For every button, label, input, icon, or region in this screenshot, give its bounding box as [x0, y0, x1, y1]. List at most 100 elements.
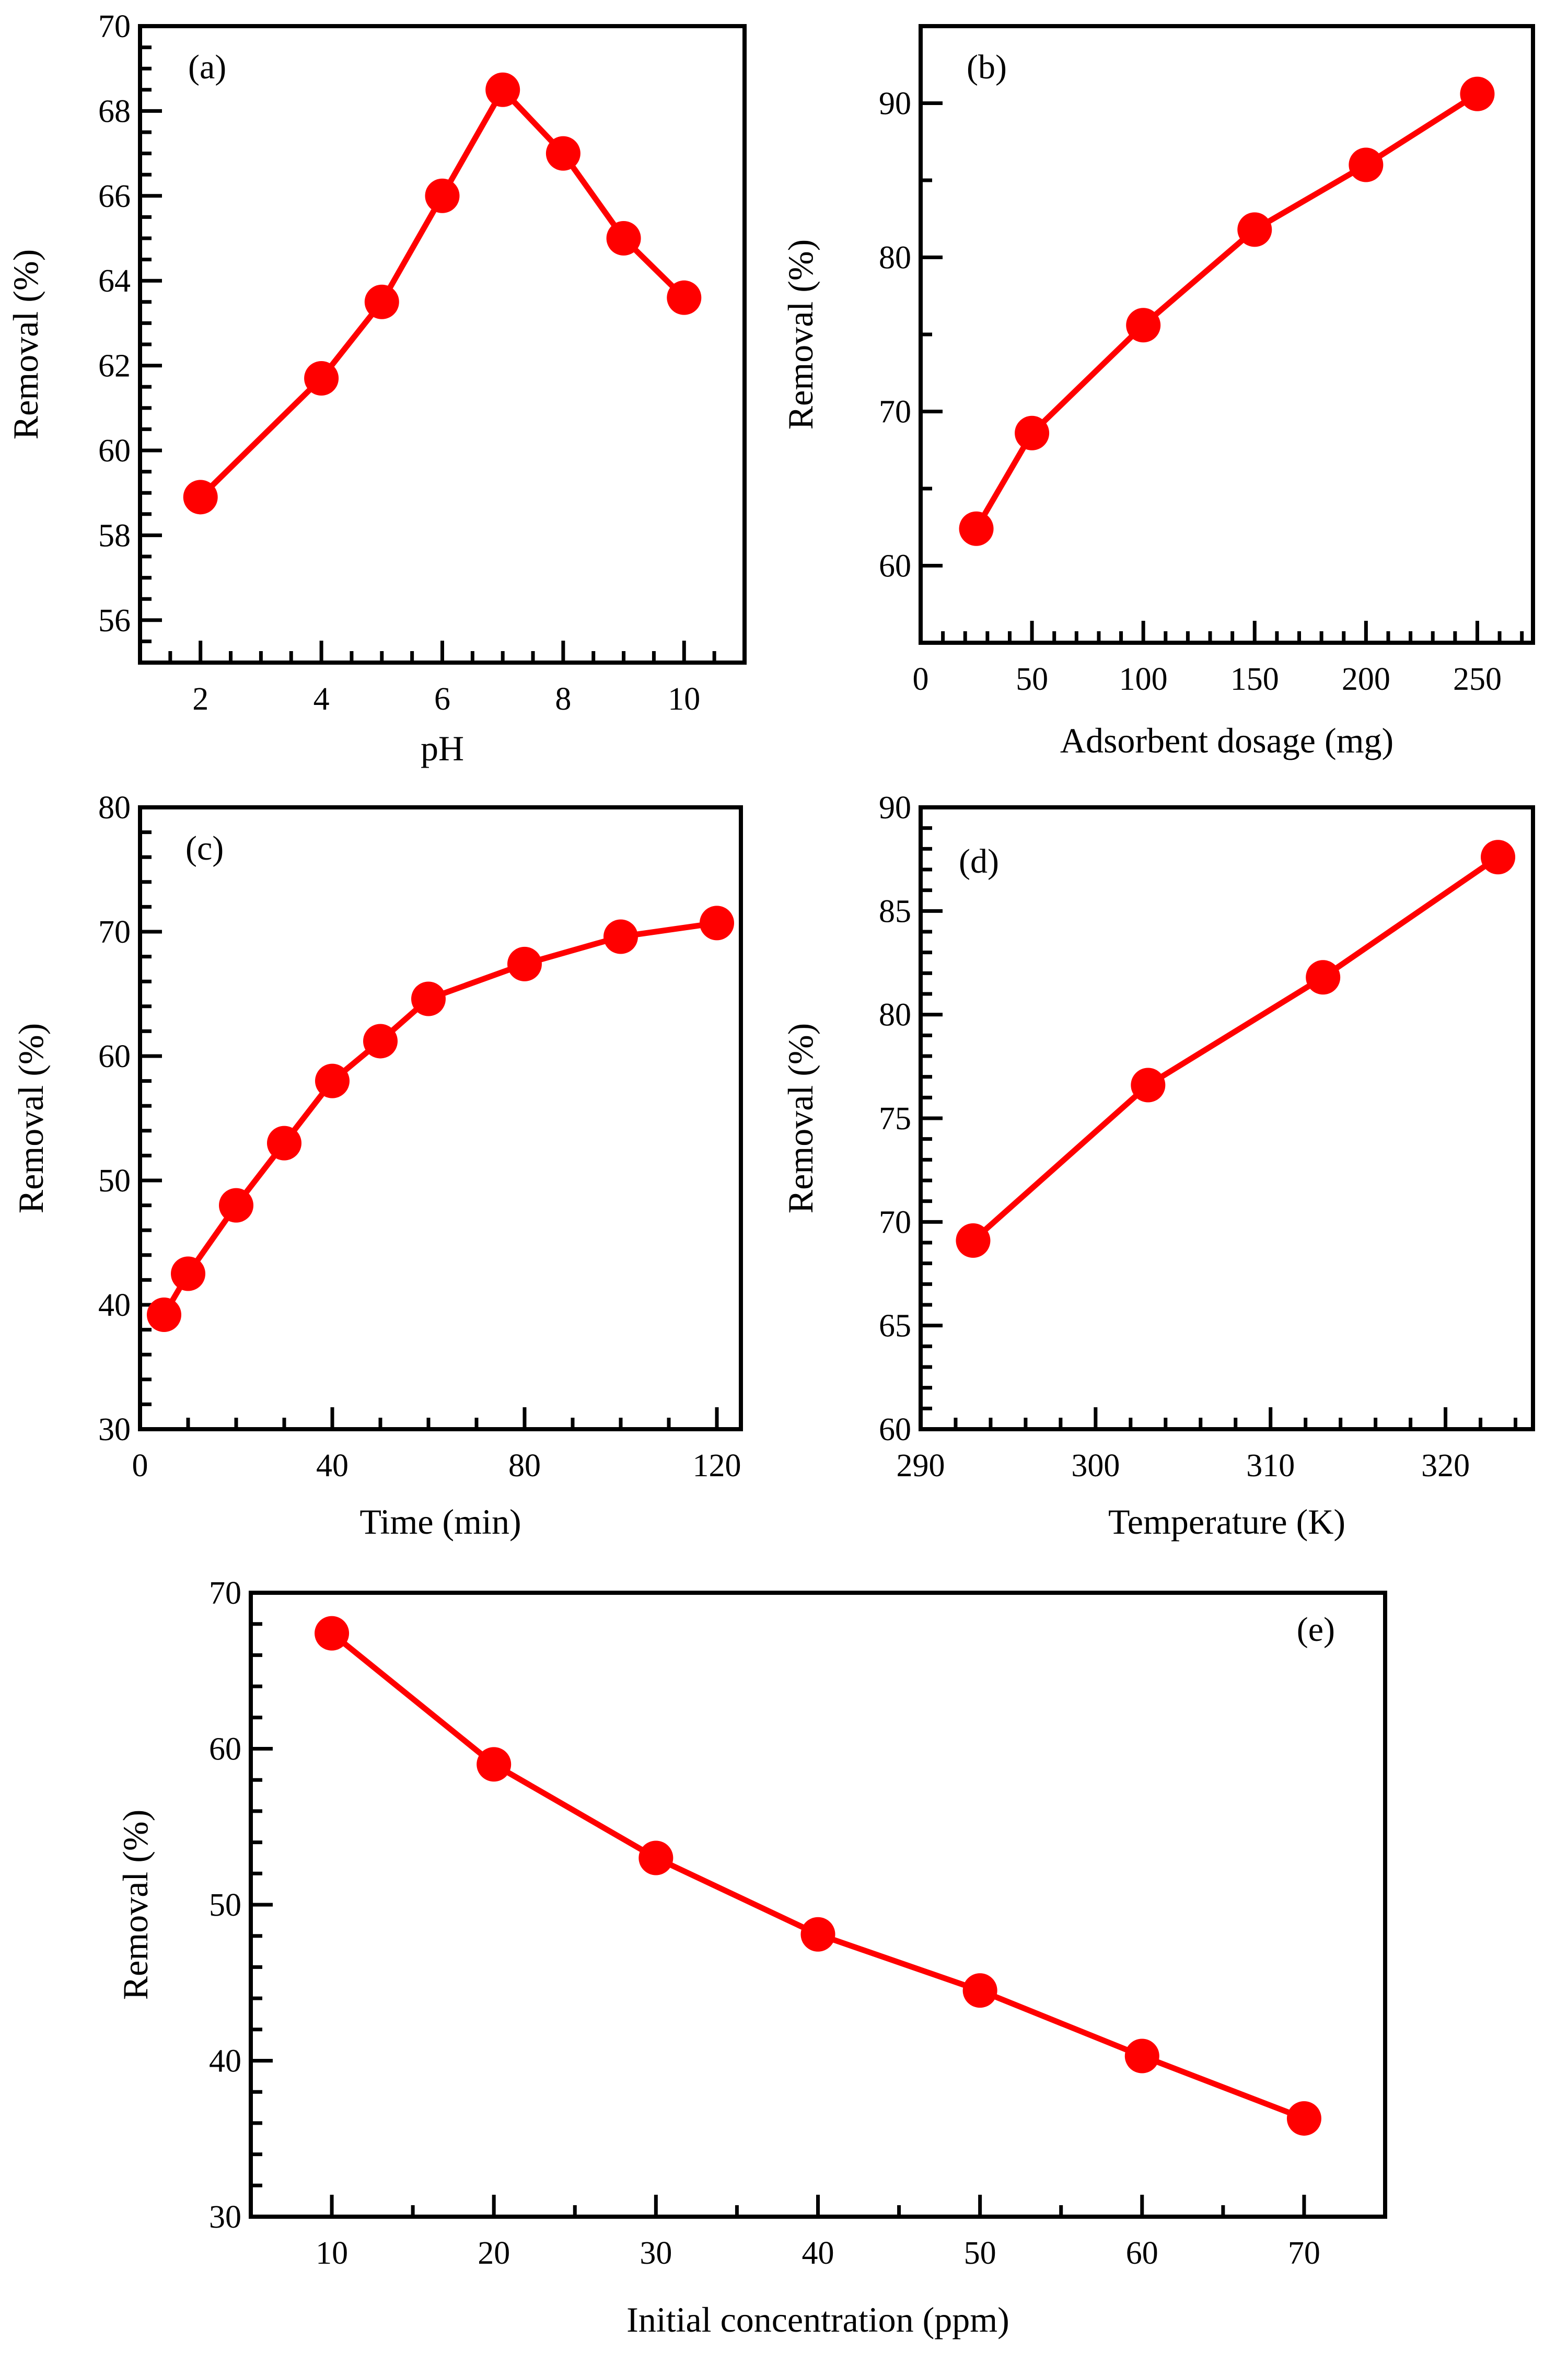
- y-tick-label: 40: [209, 2044, 241, 2079]
- y-tick-label: 60: [879, 549, 911, 584]
- y-tick-label: 60: [879, 1412, 911, 1447]
- x-tick-label: 50: [1016, 662, 1048, 697]
- x-tick-label: 60: [1126, 2235, 1158, 2271]
- y-tick-label: 66: [98, 179, 131, 214]
- y-tick-label: 70: [879, 395, 911, 430]
- data-point: [1237, 212, 1272, 247]
- data-point: [700, 906, 734, 941]
- data-point: [545, 136, 580, 171]
- panel-label: (b): [967, 48, 1007, 86]
- data-point: [956, 1223, 991, 1258]
- y-axis-title: Removal (%): [6, 249, 45, 439]
- x-tick-label: 0: [132, 1448, 148, 1484]
- x-axis-title: Time (min): [359, 1502, 521, 1542]
- y-tick-label: 64: [98, 263, 131, 299]
- x-tick-label: 120: [693, 1448, 741, 1484]
- y-tick-label: 30: [209, 2199, 241, 2235]
- x-tick-label: 30: [640, 2235, 672, 2271]
- x-tick-label: 70: [1288, 2235, 1320, 2271]
- y-tick-label: 85: [879, 894, 911, 929]
- y-axis-title: Removal (%): [11, 1023, 51, 1213]
- data-point: [219, 1188, 253, 1223]
- data-point: [315, 1616, 350, 1651]
- x-tick-label: 20: [478, 2235, 510, 2271]
- data-point: [477, 1747, 512, 1782]
- x-tick-label: 50: [964, 2235, 996, 2271]
- y-tick-label: 75: [879, 1101, 911, 1137]
- x-tick-label: 10: [668, 681, 700, 717]
- panel-label: (c): [185, 829, 224, 867]
- x-tick-label: 310: [1246, 1448, 1295, 1484]
- y-tick-label: 70: [209, 1576, 241, 1611]
- x-tick-label: 40: [316, 1448, 349, 1484]
- data-point: [962, 1973, 997, 2008]
- panel-label: (e): [1297, 1611, 1335, 1649]
- series-line: [161, 920, 717, 1316]
- data-point: [147, 1298, 181, 1333]
- x-tick-label: 2: [192, 681, 208, 717]
- x-axis-title: Adsorbent dosage (mg): [1060, 721, 1393, 760]
- x-tick-label: 0: [913, 662, 929, 697]
- data-point: [315, 1063, 350, 1098]
- data-point: [606, 221, 641, 256]
- data-point: [485, 72, 520, 107]
- data-point: [1481, 840, 1516, 875]
- x-tick-label: 6: [434, 681, 450, 717]
- data-point: [1015, 415, 1050, 450]
- data-point: [304, 361, 339, 396]
- x-tick-label: 8: [555, 681, 571, 717]
- chart-panel-c: 0 40 80 120 30 40 50 60 70 80 Time (min) Removal (%…: [11, 790, 743, 1542]
- data-point: [1131, 1068, 1166, 1103]
- y-tick-label: 80: [98, 790, 131, 826]
- series-line: [973, 91, 1479, 530]
- x-tick-label: 320: [1421, 1448, 1470, 1484]
- y-tick-label: 70: [98, 9, 131, 44]
- series-line: [971, 854, 1500, 1243]
- data-point: [667, 280, 702, 315]
- data-point: [507, 946, 542, 981]
- data-point: [1460, 76, 1495, 111]
- data-point: [638, 1840, 673, 1875]
- x-tick-label: 250: [1453, 662, 1502, 697]
- data-point: [603, 919, 638, 954]
- x-axis-title: Temperature (K): [1108, 1502, 1345, 1542]
- y-axis-title: Removal (%): [781, 1023, 820, 1213]
- x-axis-title: Initial concentration (ppm): [626, 2300, 1009, 2339]
- y-tick-label: 80: [879, 240, 911, 276]
- data-point: [267, 1126, 301, 1161]
- y-tick-label: 90: [879, 86, 911, 122]
- data-point: [425, 178, 460, 213]
- data-point: [800, 1917, 835, 1952]
- x-tick-label: 80: [508, 1448, 541, 1484]
- y-axis-title: Removal (%): [781, 239, 820, 430]
- y-tick-label: 70: [98, 914, 131, 950]
- y-tick-label: 90: [879, 790, 911, 826]
- x-axis-title: pH: [421, 728, 464, 768]
- data-point: [1126, 308, 1161, 343]
- y-tick-label: 50: [98, 1163, 131, 1199]
- y-tick-label: 68: [98, 94, 131, 129]
- chart-panel-e: 10 20 30 40 50 60 70 30 40 50 60 70 Initial concentr…: [115, 1576, 1387, 2339]
- y-tick-label: 80: [879, 998, 911, 1033]
- x-tick-label: 290: [897, 1448, 945, 1484]
- y-tick-label: 60: [209, 1732, 241, 1767]
- data-point: [959, 511, 994, 546]
- panel-label: (d): [959, 842, 999, 881]
- data-point: [1306, 960, 1341, 995]
- y-tick-label: 56: [98, 603, 131, 639]
- data-point: [171, 1256, 205, 1291]
- y-tick-label: 60: [98, 433, 131, 469]
- y-tick-label: 60: [98, 1039, 131, 1074]
- data-point: [183, 480, 218, 515]
- x-tick-label: 100: [1119, 662, 1168, 697]
- data-point: [411, 981, 446, 1016]
- chart-panel-d: 290 300 310 320 60 65 70 75 80 85 90 Temperature (K…: [781, 790, 1535, 1542]
- panel-label: (a): [188, 48, 226, 86]
- y-tick-label: 62: [98, 349, 131, 384]
- x-tick-label: 4: [313, 681, 330, 717]
- x-tick-label: 300: [1071, 1448, 1120, 1484]
- x-tick-label: 200: [1342, 662, 1390, 697]
- x-tick-label: 40: [802, 2235, 834, 2271]
